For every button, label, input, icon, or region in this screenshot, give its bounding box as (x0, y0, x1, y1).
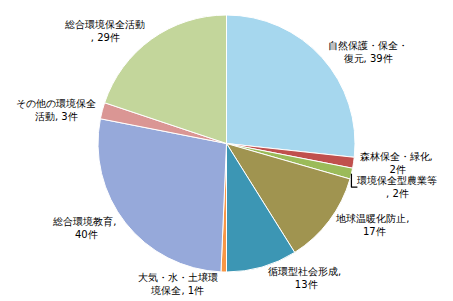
svg-text:循環型社会形成, 13件: 循環型社会形成, 13件 (268, 266, 341, 290)
svg-text:総合環境保全活動, 29件: 総合環境保全活動, 29件 (64, 19, 145, 43)
svg-text:環境保全型農業等, 2件: 環境保全型農業等, 2件 (357, 175, 437, 199)
svg-text:自然保護・保全・復元, 39件: 自然保護・保全・復元, 39件 (328, 40, 408, 64)
svg-text:大気・水・土壌環境保全, 1件: 大気・水・土壌環境保全, 1件 (138, 272, 218, 296)
svg-text:森林保全・緑化, 2件: 森林保全・緑化, 2件 (360, 151, 433, 175)
svg-text:その他の環境保全活動, 3件: その他の環境保全活動, 3件 (16, 98, 96, 122)
svg-text:地球温暖化防止, 17件: 地球温暖化防止, 17件 (335, 213, 409, 237)
svg-text:総合環境教育, 40件: 総合環境教育, 40件 (52, 216, 119, 240)
